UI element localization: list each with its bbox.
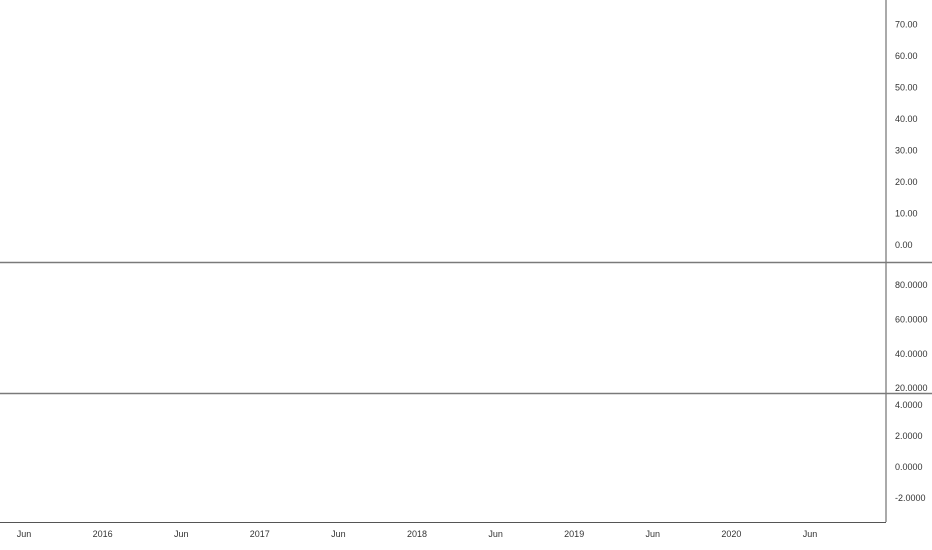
rsi-axis-tick: 60.0000 (895, 314, 928, 324)
time-axis-tick: 2017 (250, 529, 270, 539)
price-axis-tick: 50.00 (895, 83, 918, 93)
time-axis-tick: 2018 (407, 529, 427, 539)
rsi-axis-tick: 40.0000 (895, 349, 928, 359)
time-axis-tick: Jun (17, 529, 32, 539)
price-axis-tick: 60.00 (895, 51, 918, 61)
time-axis-tick: 2019 (564, 529, 584, 539)
time-axis-tick: Jun (488, 529, 503, 539)
price-axis-tick: 20.00 (895, 177, 918, 187)
price-axis-tick: 10.00 (895, 209, 918, 219)
price-axis-tick: 30.00 (895, 146, 918, 156)
price-axis-tick: 40.00 (895, 114, 918, 124)
macd-axis-tick: 0.0000 (895, 462, 923, 472)
price-axis-tick: 0.00 (895, 240, 913, 250)
macd-axis-tick: -2.0000 (895, 493, 926, 503)
time-axis-tick: Jun (331, 529, 346, 539)
time-axis-tick: Jun (174, 529, 189, 539)
rsi-axis-tick: 80.0000 (895, 280, 928, 290)
time-axis-tick: Jun (646, 529, 661, 539)
time-axis-tick: 2016 (93, 529, 113, 539)
time-axis-tick: Jun (803, 529, 818, 539)
macd-axis-tick: 2.0000 (895, 431, 923, 441)
price-axis-tick: 70.00 (895, 20, 918, 30)
macd-axis-tick: 4.0000 (895, 400, 923, 410)
time-axis-tick: 2020 (721, 529, 741, 539)
rsi-axis-tick: 20.0000 (895, 383, 928, 393)
